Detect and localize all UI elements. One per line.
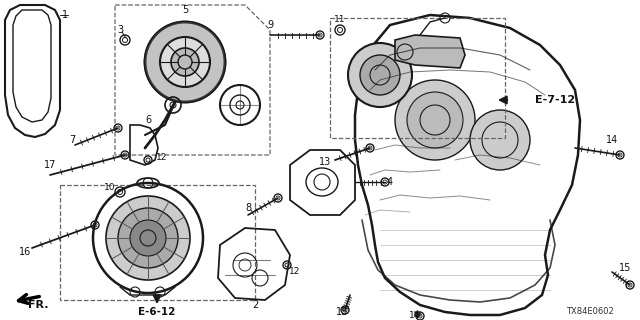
- Text: 14: 14: [410, 311, 420, 320]
- Circle shape: [348, 43, 412, 107]
- Text: 6: 6: [145, 115, 151, 125]
- Text: 12: 12: [156, 154, 168, 163]
- Circle shape: [118, 208, 178, 268]
- Circle shape: [130, 220, 166, 256]
- Bar: [60, 185, 255, 300]
- Text: 15: 15: [336, 307, 348, 317]
- Bar: [330, 18, 505, 138]
- Text: TX84E0602: TX84E0602: [566, 308, 614, 316]
- Text: 2: 2: [252, 300, 258, 310]
- Text: E-6-12: E-6-12: [138, 307, 176, 317]
- Polygon shape: [395, 35, 465, 68]
- Text: 11: 11: [334, 15, 346, 25]
- Text: 7: 7: [69, 135, 75, 145]
- Text: 5: 5: [182, 5, 188, 15]
- Text: 3: 3: [117, 25, 123, 35]
- Text: 15: 15: [619, 263, 631, 273]
- Text: 1: 1: [62, 10, 68, 20]
- Text: FR.: FR.: [28, 300, 48, 310]
- Circle shape: [171, 48, 199, 76]
- Text: 13: 13: [319, 157, 331, 167]
- Circle shape: [395, 80, 475, 160]
- Text: 8: 8: [245, 203, 251, 213]
- Circle shape: [470, 110, 530, 170]
- Text: 14: 14: [606, 135, 618, 145]
- Circle shape: [106, 196, 190, 280]
- Text: E-7-12: E-7-12: [535, 95, 575, 105]
- Text: 9: 9: [267, 20, 273, 30]
- Text: 17: 17: [44, 160, 56, 170]
- Text: 12: 12: [289, 268, 301, 276]
- Text: 10: 10: [104, 183, 116, 193]
- Circle shape: [407, 92, 463, 148]
- Text: 16: 16: [19, 247, 31, 257]
- Circle shape: [145, 22, 225, 102]
- Circle shape: [360, 55, 400, 95]
- Text: 4: 4: [387, 177, 393, 187]
- Circle shape: [160, 37, 210, 87]
